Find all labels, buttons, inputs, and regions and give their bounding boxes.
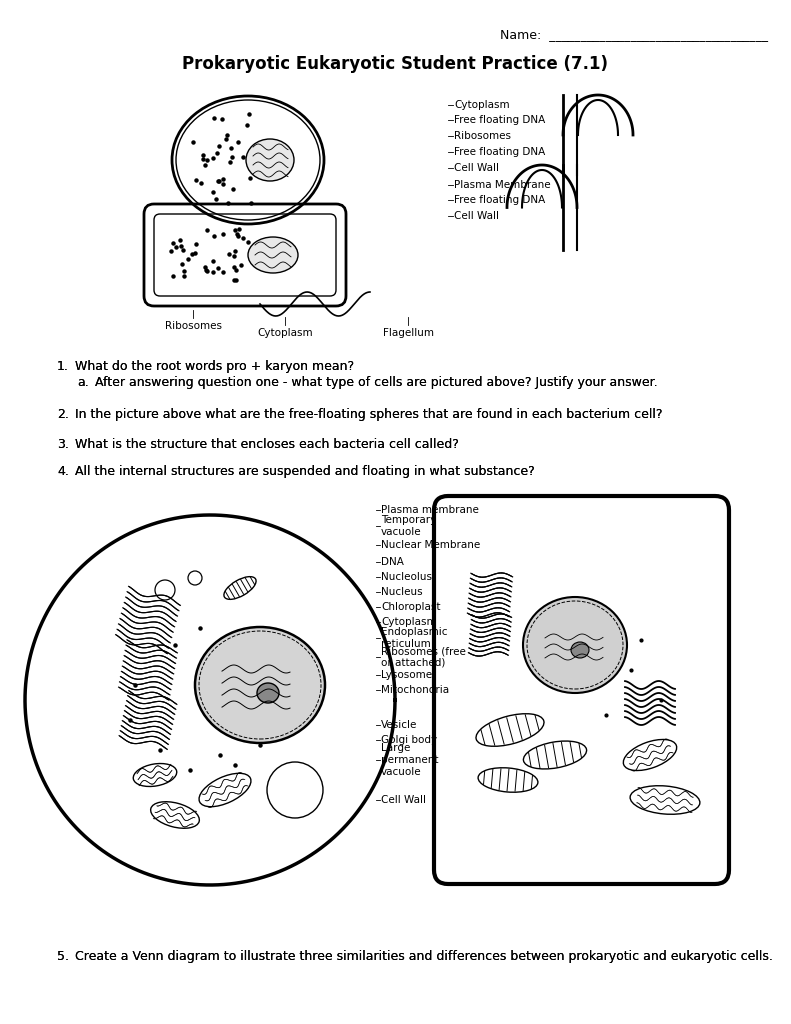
Text: Cell Wall: Cell Wall	[454, 211, 499, 221]
Text: Free floating DNA: Free floating DNA	[454, 147, 545, 157]
Text: Cell Wall: Cell Wall	[381, 795, 426, 805]
Text: Ribosomes: Ribosomes	[454, 131, 511, 141]
Ellipse shape	[257, 683, 279, 703]
Ellipse shape	[133, 764, 176, 786]
Ellipse shape	[199, 773, 251, 807]
Text: Vesicle: Vesicle	[381, 720, 418, 730]
Ellipse shape	[248, 237, 298, 273]
Ellipse shape	[524, 741, 587, 769]
Text: 5.: 5.	[57, 950, 69, 963]
Ellipse shape	[195, 627, 325, 743]
Text: 2.: 2.	[57, 408, 69, 421]
Text: Cytoplasm: Cytoplasm	[381, 617, 437, 627]
Text: 1.: 1.	[57, 360, 69, 373]
Ellipse shape	[246, 139, 294, 181]
Text: Nucleus: Nucleus	[381, 587, 422, 597]
Text: Plasma membrane: Plasma membrane	[381, 505, 479, 515]
Ellipse shape	[623, 739, 676, 770]
Text: Ribosomes (free
or attached): Ribosomes (free or attached)	[381, 646, 466, 668]
Ellipse shape	[523, 597, 627, 693]
Text: In the picture above what are the free-floating spheres that are found in each b: In the picture above what are the free-f…	[75, 408, 663, 421]
Text: DNA: DNA	[381, 557, 404, 567]
Text: 4.: 4.	[57, 465, 69, 478]
Ellipse shape	[150, 802, 199, 828]
Text: All the internal structures are suspended and floating in what substance?: All the internal structures are suspende…	[75, 465, 535, 478]
Text: 1.: 1.	[57, 360, 69, 373]
Ellipse shape	[476, 714, 544, 746]
Text: After answering question one - what type of cells are pictured above? Justify yo: After answering question one - what type…	[95, 376, 657, 389]
Text: 3.: 3.	[57, 438, 69, 451]
Ellipse shape	[478, 768, 538, 793]
Text: Endoplasmic
reticulum: Endoplasmic reticulum	[381, 627, 448, 649]
Text: Cell Wall: Cell Wall	[454, 163, 499, 173]
Text: Mitochondria: Mitochondria	[381, 685, 449, 695]
Text: Temporary
vacuole: Temporary vacuole	[381, 515, 437, 537]
Text: In the picture above what are the free-floating spheres that are found in each b: In the picture above what are the free-f…	[75, 408, 663, 421]
Text: After answering question one - what type of cells are pictured above? Justify yo: After answering question one - what type…	[95, 376, 657, 389]
Text: What is the structure that encloses each bacteria cell called?: What is the structure that encloses each…	[75, 438, 459, 451]
Text: Cytoplasm: Cytoplasm	[454, 100, 509, 110]
Text: Flagellum: Flagellum	[383, 328, 433, 338]
Text: Plasma Membrane: Plasma Membrane	[454, 180, 551, 190]
Text: 3.: 3.	[57, 438, 69, 451]
Text: a.: a.	[77, 376, 89, 389]
Text: Nucleolus: Nucleolus	[381, 572, 432, 582]
Text: Prokaryotic Eukaryotic Student Practice (7.1): Prokaryotic Eukaryotic Student Practice …	[182, 55, 608, 73]
Text: Golgi body: Golgi body	[381, 735, 437, 745]
Text: a.: a.	[77, 376, 89, 389]
Text: Create a Venn diagram to illustrate three similarities and differences between p: Create a Venn diagram to illustrate thre…	[75, 950, 773, 963]
Text: 5.: 5.	[57, 950, 69, 963]
Text: Cytoplasm: Cytoplasm	[257, 328, 312, 338]
Text: What do the root words pro + karyon mean?: What do the root words pro + karyon mean…	[75, 360, 354, 373]
Text: Nuclear Membrane: Nuclear Membrane	[381, 540, 480, 550]
Text: Name:  ___________________________________: Name: __________________________________…	[500, 28, 768, 41]
FancyBboxPatch shape	[434, 496, 729, 884]
Text: Ribosomes: Ribosomes	[165, 321, 221, 331]
Text: Create a Venn diagram to illustrate three similarities and differences between p: Create a Venn diagram to illustrate thre…	[75, 950, 773, 963]
Text: 2.: 2.	[57, 408, 69, 421]
Text: Free floating DNA: Free floating DNA	[454, 195, 545, 205]
Text: What do the root words pro + karyon mean?: What do the root words pro + karyon mean…	[75, 360, 354, 373]
Text: What is the structure that encloses each bacteria cell called?: What is the structure that encloses each…	[75, 438, 459, 451]
Text: Lysosome: Lysosome	[381, 670, 432, 680]
Ellipse shape	[571, 642, 589, 658]
Ellipse shape	[224, 577, 256, 599]
Ellipse shape	[630, 785, 700, 814]
Text: 4.: 4.	[57, 465, 69, 478]
Text: Large
permanent
vacuole: Large permanent vacuole	[381, 743, 438, 776]
Text: Chloroplast: Chloroplast	[381, 602, 441, 612]
Text: Free floating DNA: Free floating DNA	[454, 115, 545, 125]
Text: All the internal structures are suspended and floating in what substance?: All the internal structures are suspende…	[75, 465, 535, 478]
